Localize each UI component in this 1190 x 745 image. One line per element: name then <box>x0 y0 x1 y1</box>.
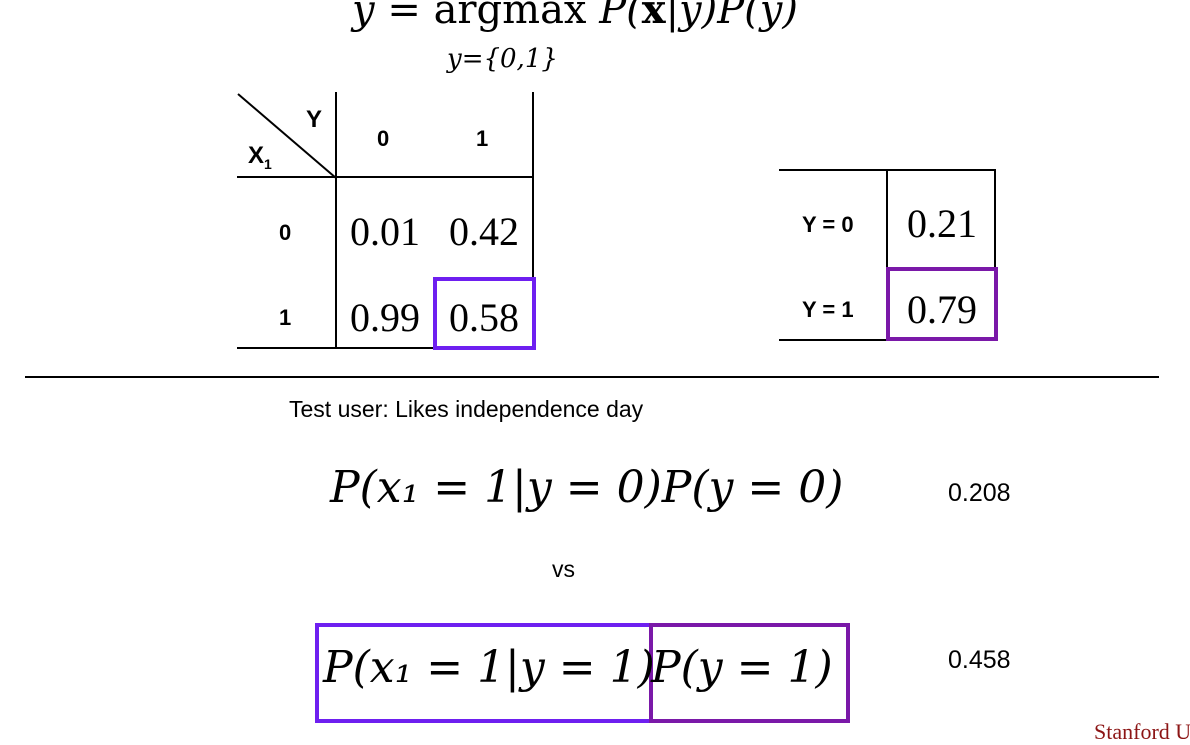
table-cell-r1-c0: 0.99 <box>350 295 420 340</box>
value-y0: 0.208 <box>948 479 1011 507</box>
table-bottom-rule <box>237 347 534 349</box>
table-header-x-text: X <box>248 142 265 169</box>
eq-expr-mid: |y)P(y) <box>665 0 798 33</box>
prior-expr-box <box>649 623 850 723</box>
table-right-border <box>532 92 534 278</box>
prior-value-y0: 0.21 <box>907 201 977 246</box>
eq-yhat: ŷ <box>352 0 375 33</box>
table-cell-r0-c1: 0.42 <box>449 209 519 254</box>
stanford-logo: Stanford U <box>1094 719 1190 744</box>
section-separator <box>25 376 1159 378</box>
expr-y1-likelihood: P(x₁ = 1|y = 1) <box>323 642 655 693</box>
eq-argmax: argmax <box>433 0 587 33</box>
eq-equals: = <box>374 0 434 33</box>
test-user-caption: Test user: Likes independence day <box>289 396 644 422</box>
table-cell-r0-c0: 0.01 <box>350 209 420 254</box>
prior-label-y0: Y = 0 <box>802 212 854 237</box>
table-row-label-0: 0 <box>279 220 292 245</box>
vs-label: vs <box>552 556 575 582</box>
expr-y0: P(x₁ = 1|y = 0)P(y = 0) <box>330 462 844 513</box>
argmax-equation: ŷ = argmax P(x|y)P(y) <box>352 0 798 33</box>
prior-vertical-divider <box>886 169 888 341</box>
table-header-x-sub: 1 <box>264 155 272 172</box>
table-col-0: 0 <box>377 126 390 151</box>
table-header-y: Y <box>306 106 323 133</box>
prior-value-y1: 0.79 <box>907 287 977 332</box>
expr-y1-prior: P(y = 1) <box>651 642 833 693</box>
likelihood-highlight-box <box>433 277 536 350</box>
table-row-label-1: 1 <box>279 305 292 330</box>
table-col-1: 1 <box>476 126 489 151</box>
prior-highlight-box <box>886 267 998 341</box>
prior-right-border <box>994 169 996 269</box>
prior-label-y1: Y = 1 <box>802 297 854 322</box>
table-diagonal <box>237 93 337 179</box>
eq-x-bold: x <box>641 0 666 33</box>
eq-expr-open: P( <box>586 0 642 33</box>
table-header-x: X1 <box>248 142 272 172</box>
table-vertical-divider <box>335 92 337 348</box>
table-header-rule <box>237 176 534 178</box>
table-cell-r1-c1: 0.58 <box>449 295 519 340</box>
value-y1: 0.458 <box>948 646 1011 674</box>
argmax-subscript: y={0,1} <box>447 44 558 74</box>
